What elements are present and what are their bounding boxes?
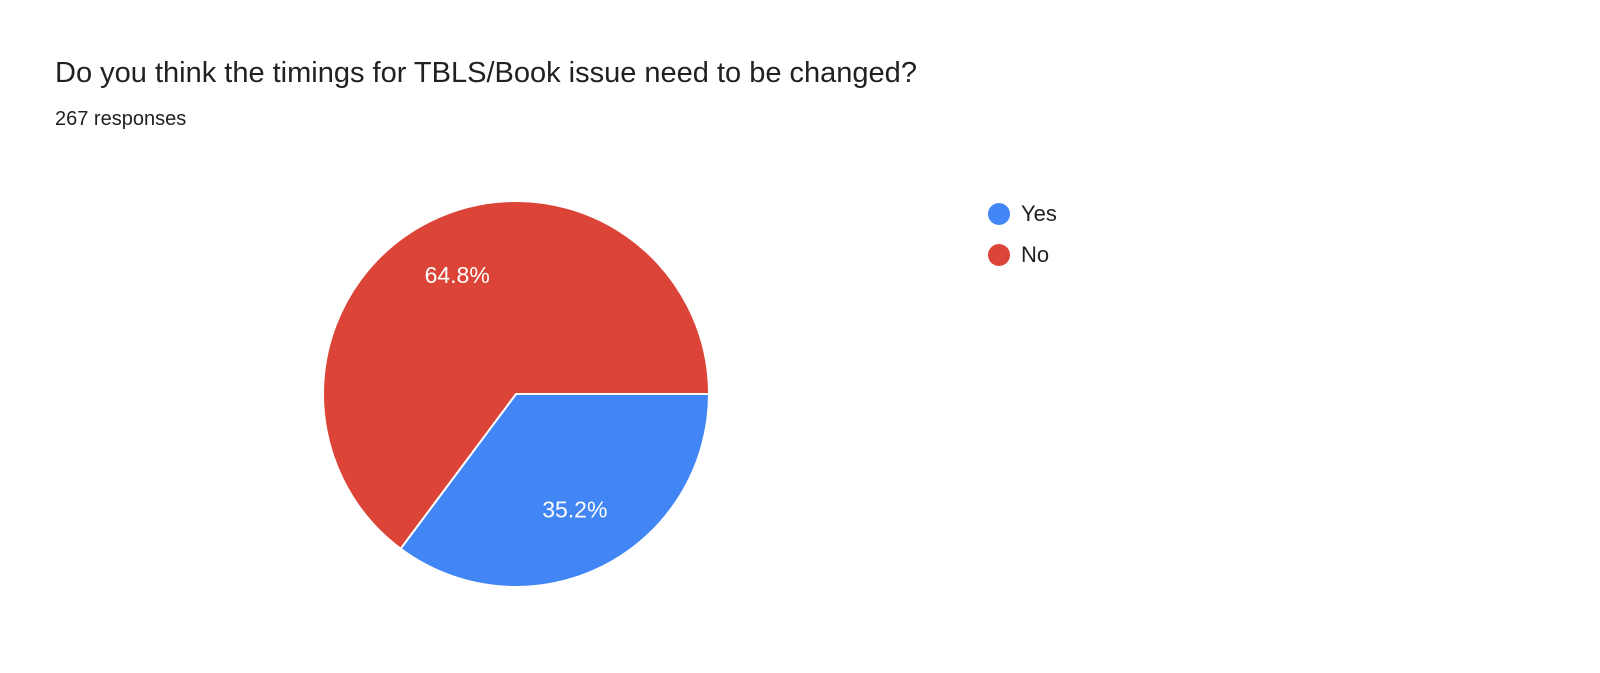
- pie-chart: 35.2% 64.8%: [320, 198, 712, 590]
- pie-slice-label-no: 64.8%: [425, 262, 490, 288]
- pie-slice-no[interactable]: [322, 200, 711, 551]
- chart-legend: Yes No: [988, 201, 1057, 268]
- legend-label-no: No: [1021, 242, 1050, 267]
- legend-item-yes[interactable]: Yes: [988, 201, 1057, 227]
- legend-label-yes: Yes: [1021, 201, 1057, 226]
- chart-title: Do you think the timings for TBLS/Book i…: [55, 57, 917, 89]
- pie-slice-label-yes: 35.2%: [542, 496, 607, 522]
- legend-item-no[interactable]: No: [988, 242, 1057, 268]
- legend-swatch-no-icon: [988, 244, 1010, 266]
- pie-chart-svg: 35.2% 64.8%: [322, 200, 711, 588]
- responses-count: 267 responses: [55, 108, 187, 130]
- pie-slice-yes[interactable]: [399, 393, 711, 588]
- legend-swatch-yes-icon: [988, 203, 1010, 225]
